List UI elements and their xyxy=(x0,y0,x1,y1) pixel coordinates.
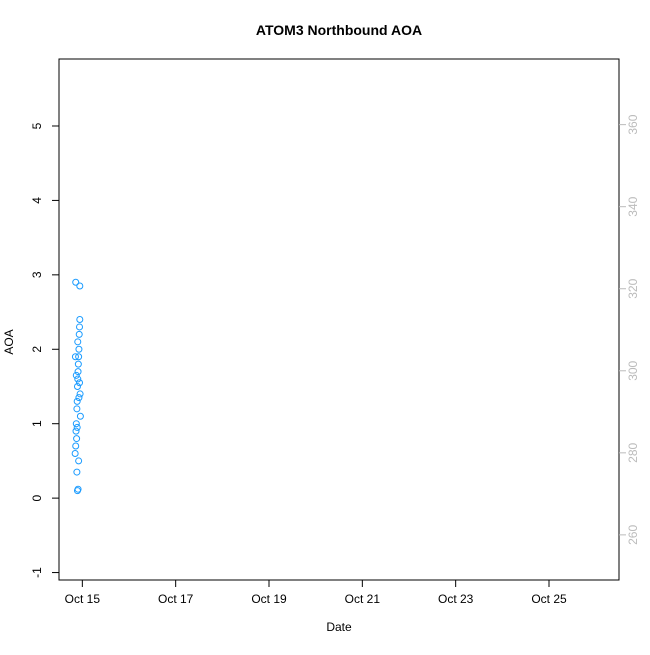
x-tick-label: Oct 17 xyxy=(158,592,194,606)
data-point xyxy=(75,330,83,338)
y2-tick-label: 280 xyxy=(626,442,640,462)
plot-layer: Oct 15 Oct 17 Oct 19 Oct 21 Oct 23 Oct 25 -1 0 1… xyxy=(30,58,640,606)
data-point xyxy=(74,485,82,493)
data-point xyxy=(75,394,83,402)
data-point xyxy=(73,423,81,431)
data-point xyxy=(71,449,79,457)
data-point xyxy=(71,353,79,361)
data-point xyxy=(74,368,82,376)
data-point xyxy=(73,468,81,476)
chart-title: ATOM3 Northbound AOA xyxy=(256,22,422,38)
data-point xyxy=(72,420,80,428)
x-tick-label: Oct 19 xyxy=(251,592,287,606)
data-point xyxy=(75,457,83,465)
y-tick-label: -1 xyxy=(30,567,44,578)
x-tick-label: Oct 15 xyxy=(65,592,101,606)
plot-frame xyxy=(58,58,620,581)
data-point xyxy=(72,442,80,450)
y2-tick-label: 260 xyxy=(626,525,640,545)
data-point xyxy=(72,371,80,379)
data-point xyxy=(76,316,84,323)
y-axis-label: AOA xyxy=(2,329,16,354)
data-point xyxy=(72,278,80,286)
data-point xyxy=(76,412,84,420)
data-point xyxy=(74,360,82,368)
data-point xyxy=(73,382,81,390)
y-tick-label: 1 xyxy=(30,420,44,427)
data-point xyxy=(73,397,81,405)
y2-tick-label: 300 xyxy=(626,360,640,380)
data-point xyxy=(76,323,84,331)
data-point xyxy=(75,353,83,361)
data-point xyxy=(76,390,84,398)
x-tick-label: Oct 25 xyxy=(531,592,567,606)
y-tick-label: 3 xyxy=(30,271,44,278)
data-point xyxy=(75,345,83,353)
data-point xyxy=(76,282,84,290)
data-point xyxy=(76,379,84,387)
y2-tick-label: 320 xyxy=(626,278,640,298)
y2-tick-label: 340 xyxy=(626,196,640,216)
data-point xyxy=(74,375,82,383)
y-tick-label: 0 xyxy=(30,494,44,501)
data-point xyxy=(73,435,81,443)
y-tick-label: 2 xyxy=(30,346,44,353)
y2-tick-label: 360 xyxy=(626,114,640,134)
y-tick-label: 4 xyxy=(30,197,44,204)
x-tick-label: Oct 23 xyxy=(438,592,474,606)
data-point xyxy=(72,427,80,435)
y-tick-label: 5 xyxy=(30,122,44,129)
data-point xyxy=(73,405,81,413)
x-tick-label: Oct 21 xyxy=(345,592,381,606)
data-point xyxy=(74,338,82,346)
x-axis-label: Date xyxy=(326,620,352,634)
